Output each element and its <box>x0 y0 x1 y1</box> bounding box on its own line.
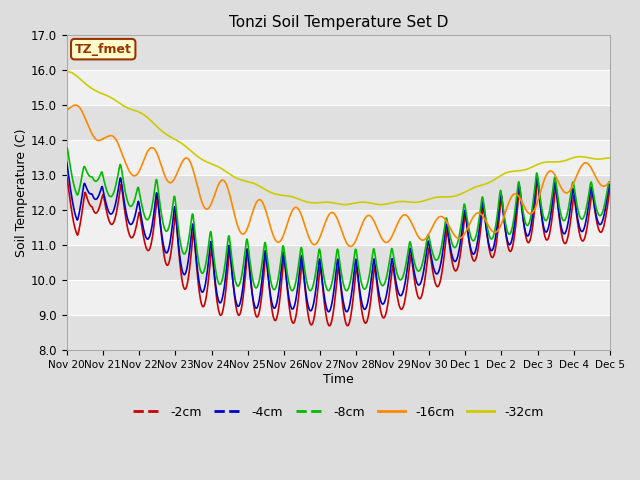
Bar <box>67 71 610 105</box>
Title: Tonzi Soil Temperature Set D: Tonzi Soil Temperature Set D <box>228 15 448 30</box>
Bar <box>67 140 610 175</box>
Bar <box>67 105 610 140</box>
Bar <box>67 210 610 245</box>
Y-axis label: Soil Temperature (C): Soil Temperature (C) <box>15 129 28 257</box>
X-axis label: Time: Time <box>323 373 354 386</box>
Text: TZ_fmet: TZ_fmet <box>75 43 132 56</box>
Bar <box>67 175 610 210</box>
Bar <box>67 315 610 350</box>
Bar <box>67 280 610 315</box>
Bar <box>67 36 610 71</box>
Legend: -2cm, -4cm, -8cm, -16cm, -32cm: -2cm, -4cm, -8cm, -16cm, -32cm <box>128 401 548 424</box>
Bar <box>67 245 610 280</box>
